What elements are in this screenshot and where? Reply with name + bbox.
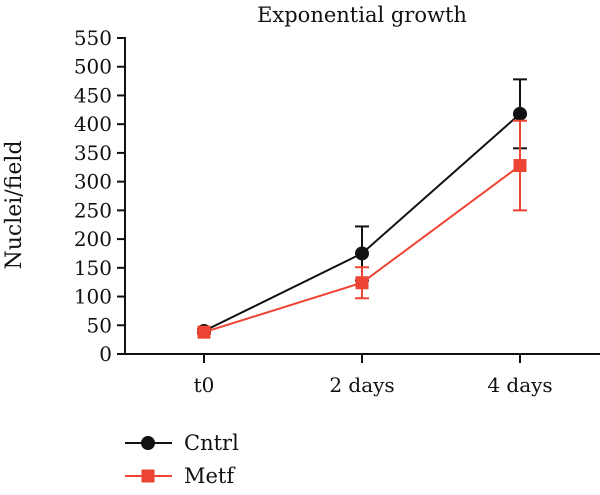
- x-tick-label: t0: [194, 373, 215, 397]
- y-tick-label: 350: [74, 141, 112, 165]
- legend: Cntrl Metf: [125, 431, 239, 488]
- series-layer: [197, 78, 527, 339]
- legend-item-cntrl: Cntrl: [125, 431, 239, 455]
- y-tick-label: 50: [87, 313, 112, 337]
- y-tick-label: 0: [99, 342, 112, 366]
- legend-marker: [141, 436, 155, 450]
- legend-marker: [141, 469, 155, 483]
- series-metf: [197, 119, 527, 339]
- data-point: [355, 246, 369, 261]
- y-tick-label: 500: [74, 55, 112, 79]
- y-tick-label: 100: [74, 285, 112, 309]
- y-tick-label: 550: [74, 26, 112, 50]
- y-tick-label: 300: [74, 170, 112, 194]
- data-point: [197, 325, 211, 339]
- data-point: [513, 159, 527, 173]
- legend-label: Cntrl: [184, 431, 239, 455]
- y-tick-label: 250: [74, 198, 112, 222]
- x-tick-label: 4 days: [487, 373, 552, 397]
- x-tick-label: 2 days: [329, 373, 394, 397]
- y-tick-label: 200: [74, 227, 112, 251]
- y-tick-label: 150: [74, 256, 112, 280]
- y-tick-label: 400: [74, 112, 112, 136]
- y-tick-label: 450: [74, 83, 112, 107]
- chart-title: Exponential growth: [257, 3, 467, 27]
- legend-label: Metf: [184, 464, 236, 488]
- y-axis-label: Nuclei/field: [2, 140, 27, 269]
- data-point: [513, 106, 527, 121]
- legend-item-metf: Metf: [125, 464, 236, 488]
- data-point: [355, 276, 369, 290]
- axes: 0 50 100 150 200 250 300 350 400 450 500 550 t0 2 day…: [74, 26, 600, 397]
